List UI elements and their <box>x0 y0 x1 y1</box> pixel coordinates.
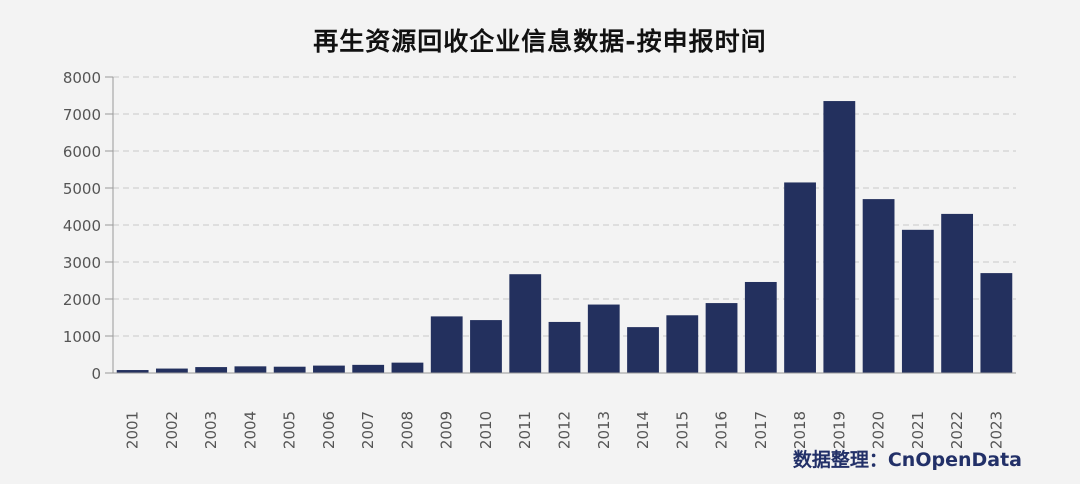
chart-title: 再生资源回收企业信息数据-按申报时间 <box>313 27 767 56</box>
gridlines <box>113 76 1016 337</box>
x-tick-label: 2013 <box>595 411 613 449</box>
bar-2012 <box>548 321 581 373</box>
x-tick-label: 2010 <box>477 411 495 449</box>
bar-2010 <box>470 320 502 373</box>
source-note: 数据整理：CnOpenData <box>792 449 1022 471</box>
x-tick-label: 2003 <box>202 411 220 449</box>
x-tick-label: 2019 <box>830 411 848 449</box>
x-tick-label: 2017 <box>752 411 770 449</box>
y-tick-label: 8000 <box>63 69 101 87</box>
x-tick-label: 2020 <box>870 411 888 449</box>
bar-2011 <box>509 274 542 373</box>
x-tick-label: 2021 <box>909 411 927 449</box>
x-tick-label: 2006 <box>320 411 338 449</box>
bar-2009 <box>430 316 463 373</box>
x-tick-label: 2014 <box>634 411 652 449</box>
y-axis: 0 1000 2000 3000 4000 5000 6000 7000 8000 <box>63 69 114 383</box>
bar-2016 <box>705 303 738 373</box>
x-tick-label: 2023 <box>987 411 1005 449</box>
bar-2015 <box>666 315 699 373</box>
bar-2004 <box>234 366 267 373</box>
y-tick-label: 6000 <box>63 143 101 161</box>
y-tick-label: 1000 <box>63 328 101 346</box>
y-tick-label: 4000 <box>63 217 101 235</box>
x-tick-label: 2004 <box>241 411 259 449</box>
bar-2008 <box>391 362 424 373</box>
bar-2007 <box>352 364 385 373</box>
x-tick-label: 2022 <box>948 411 966 449</box>
bar-2001 <box>116 370 149 373</box>
bars <box>116 101 1013 374</box>
bar-2017 <box>744 281 777 373</box>
bar-2013 <box>587 304 620 373</box>
x-tick-label: 2016 <box>713 411 731 449</box>
bar-2014 <box>627 327 659 373</box>
x-tick-label: 2009 <box>438 411 456 449</box>
bar-2022 <box>941 213 974 373</box>
y-tick-label: 3000 <box>63 254 101 272</box>
bar-2021 <box>901 229 934 373</box>
bar-2020 <box>862 199 895 373</box>
x-axis: 2001 2002 2003 2004 2005 2006 2007 2008 2009 2010… <box>113 372 1016 449</box>
y-tick-label: 7000 <box>63 106 101 124</box>
x-tick-label: 2018 <box>791 411 809 449</box>
x-tick-label: 2002 <box>163 411 181 449</box>
bar-2005 <box>273 366 306 373</box>
y-tick-label: 2000 <box>63 291 101 309</box>
x-tick-label: 2008 <box>398 411 416 449</box>
x-tick-label: 2011 <box>516 411 534 449</box>
x-tick-label: 2001 <box>124 411 142 449</box>
bar-2019 <box>823 101 856 374</box>
bar-2006 <box>313 365 345 373</box>
x-tick-label: 2012 <box>556 411 574 449</box>
bar-2002 <box>155 368 188 373</box>
x-tick-label: 2015 <box>673 411 691 449</box>
bar-2018 <box>784 182 816 373</box>
x-tick-label: 2005 <box>281 411 299 449</box>
y-tick-label: 0 <box>91 365 101 383</box>
bar-2003 <box>195 367 228 373</box>
y-tick-label: 5000 <box>63 180 101 198</box>
bar-2023 <box>980 273 1013 373</box>
x-tick-label: 2007 <box>359 411 377 449</box>
